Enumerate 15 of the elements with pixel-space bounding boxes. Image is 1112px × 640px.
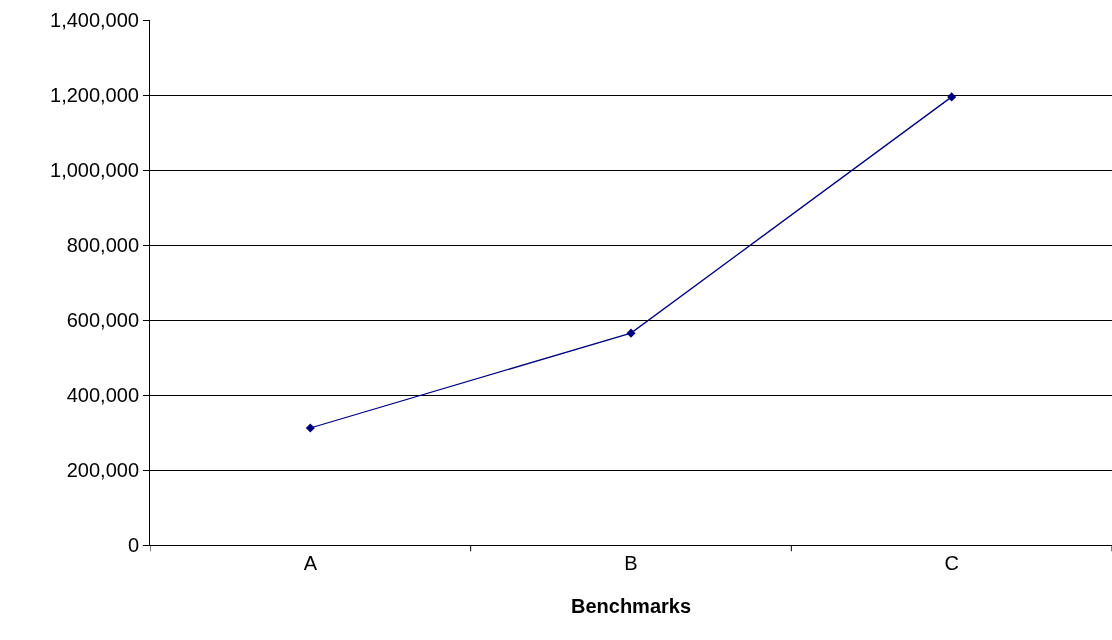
point xyxy=(626,328,636,338)
point xyxy=(305,423,315,433)
x-tick-label: A xyxy=(303,552,318,574)
x-tick-label: C xyxy=(944,552,959,574)
x-axis-title: Benchmarks xyxy=(570,594,692,617)
point xyxy=(947,92,957,102)
y-tick-label: 400,000 xyxy=(66,384,139,406)
y-tick-label: 200,000 xyxy=(66,459,139,481)
x-tick-label: B xyxy=(624,552,638,574)
y-tick-label: 1,400,000 xyxy=(50,9,139,31)
y-tick-label: 600,000 xyxy=(66,309,139,331)
y-tick-label: 800,000 xyxy=(66,234,139,256)
y-tick-label: 1,000,000 xyxy=(50,159,139,181)
y-tick-label: 0 xyxy=(127,534,139,556)
y-tick-label: 1,200,000 xyxy=(50,84,139,106)
